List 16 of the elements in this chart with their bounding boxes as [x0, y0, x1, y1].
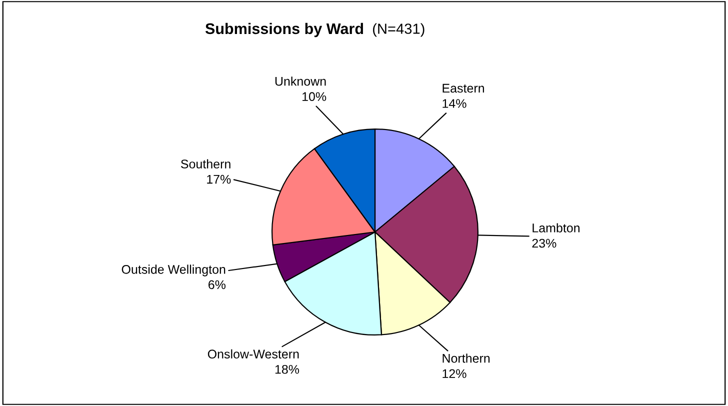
- data-label: 23%: [532, 238, 556, 248]
- data-label: 14%: [442, 99, 466, 108]
- slice-label: Outside Wellington: [122, 264, 226, 276]
- slice-label: Northern: [442, 354, 490, 363]
- data-label: 12%: [442, 369, 466, 378]
- chart-title: Submissions by Ward: [205, 22, 363, 38]
- slice-label: Lambton: [532, 223, 580, 232]
- data-label: 18%: [275, 364, 300, 374]
- slice-label: Unknown: [275, 76, 326, 86]
- slice-label: Southern: [181, 159, 230, 168]
- slice-label: Onslow-Western: [208, 349, 299, 359]
- data-label: 10%: [302, 92, 326, 102]
- data-label: 6%: [208, 280, 226, 290]
- chart-subtitle: (N=431): [373, 23, 424, 37]
- data-label: 17%: [207, 174, 231, 184]
- slice-label: Eastern: [442, 84, 484, 93]
